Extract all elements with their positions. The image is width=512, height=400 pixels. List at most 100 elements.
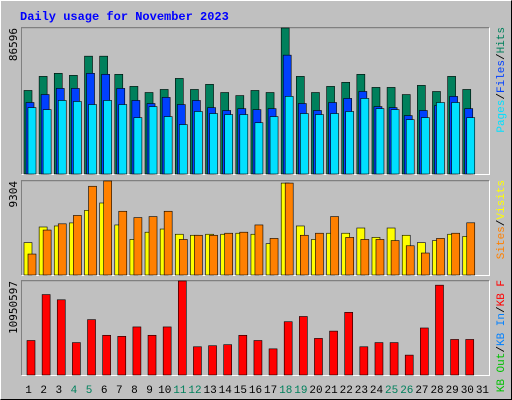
legend-entry: KB F — [496, 280, 508, 306]
x-tick-label: 8 — [131, 385, 138, 397]
legend-entry: Visits — [496, 180, 508, 220]
bar — [57, 100, 67, 175]
bar — [209, 113, 218, 175]
bar — [148, 106, 158, 175]
bar — [465, 339, 475, 376]
bar — [300, 234, 309, 276]
bar — [254, 122, 264, 175]
bar — [451, 232, 460, 276]
bar — [57, 223, 67, 276]
bar — [254, 224, 264, 276]
x-tick-label: 20 — [309, 385, 322, 397]
panel-shadow — [21, 280, 490, 376]
x-tick-label: 19 — [294, 385, 307, 397]
bar — [390, 109, 400, 175]
x-tick-label: 23 — [355, 385, 368, 397]
bar — [375, 239, 385, 276]
bar — [268, 348, 278, 376]
x-tick-label: 6 — [101, 385, 108, 397]
bar — [88, 185, 97, 276]
bar — [405, 245, 415, 276]
bar — [133, 217, 143, 276]
bar — [41, 294, 51, 376]
bar — [314, 338, 323, 376]
bar — [178, 124, 188, 175]
bar — [163, 210, 173, 276]
y-tick-label: 10950597 — [7, 281, 20, 334]
legend: Sites/Visits — [496, 180, 508, 259]
panel-shadow — [21, 27, 490, 175]
bar — [103, 180, 112, 276]
bar — [102, 334, 111, 376]
bar — [117, 336, 127, 376]
x-tick-label: 18 — [279, 385, 292, 397]
y-tick-label: 86596 — [7, 28, 20, 61]
bar — [88, 104, 97, 175]
bar — [466, 117, 476, 175]
bar — [72, 342, 81, 376]
legend-separator: / — [496, 346, 508, 353]
legend-entry: Sites — [496, 226, 508, 259]
bar — [163, 116, 173, 175]
legend: KB Out/KB In/KB F — [496, 280, 508, 392]
legend-entry: Hits — [496, 27, 508, 53]
bar — [73, 215, 82, 276]
x-tick-label: 4 — [71, 385, 78, 397]
x-tick-label: 16 — [249, 385, 262, 397]
bar — [73, 101, 82, 175]
bar — [194, 234, 203, 276]
x-tick-label: 13 — [204, 385, 217, 397]
bar — [436, 238, 445, 276]
x-tick-label: 21 — [325, 385, 339, 397]
bar — [239, 114, 249, 175]
bar — [374, 342, 384, 376]
bar — [193, 346, 202, 376]
bar — [330, 113, 339, 175]
bar — [389, 342, 399, 376]
bar — [284, 96, 294, 175]
bar — [344, 312, 354, 376]
bar — [360, 98, 370, 175]
x-tick-label: 24 — [370, 385, 384, 397]
legend: Pages/Files/Hits — [496, 27, 508, 133]
bar — [269, 238, 279, 276]
x-tick-label: 9 — [146, 385, 153, 397]
x-tick-label: 26 — [400, 385, 413, 397]
bar — [269, 116, 279, 175]
bar — [147, 334, 157, 376]
chart-title: Daily usage for November 2023 — [20, 10, 229, 24]
bar — [360, 239, 370, 276]
bar — [224, 114, 233, 175]
bar — [315, 232, 324, 276]
bar — [148, 216, 158, 276]
x-tick-label: 17 — [264, 385, 277, 397]
bar — [27, 253, 37, 276]
bar — [451, 102, 460, 175]
legend-separator: / — [496, 220, 508, 227]
bar — [223, 344, 232, 376]
bar — [375, 108, 385, 175]
bar — [329, 330, 338, 376]
x-tick-label: 30 — [461, 385, 474, 397]
panel-light — [21, 27, 490, 175]
bar — [87, 319, 96, 376]
legend-entry: KB Out — [496, 353, 508, 393]
legend-entry: Pages — [496, 100, 508, 133]
bar — [466, 222, 476, 276]
bar — [421, 117, 430, 175]
legend-entry: Files — [496, 60, 508, 93]
bar — [300, 113, 309, 175]
bar — [345, 111, 355, 175]
x-tick-label: 3 — [56, 385, 63, 397]
x-tick-label: 27 — [415, 385, 428, 397]
bar — [239, 231, 249, 276]
bar — [118, 104, 128, 175]
bar — [330, 216, 339, 276]
x-tick-label: 1 — [25, 385, 32, 397]
bar — [315, 114, 324, 175]
bar — [132, 326, 142, 376]
x-tick-label: 14 — [219, 385, 233, 397]
